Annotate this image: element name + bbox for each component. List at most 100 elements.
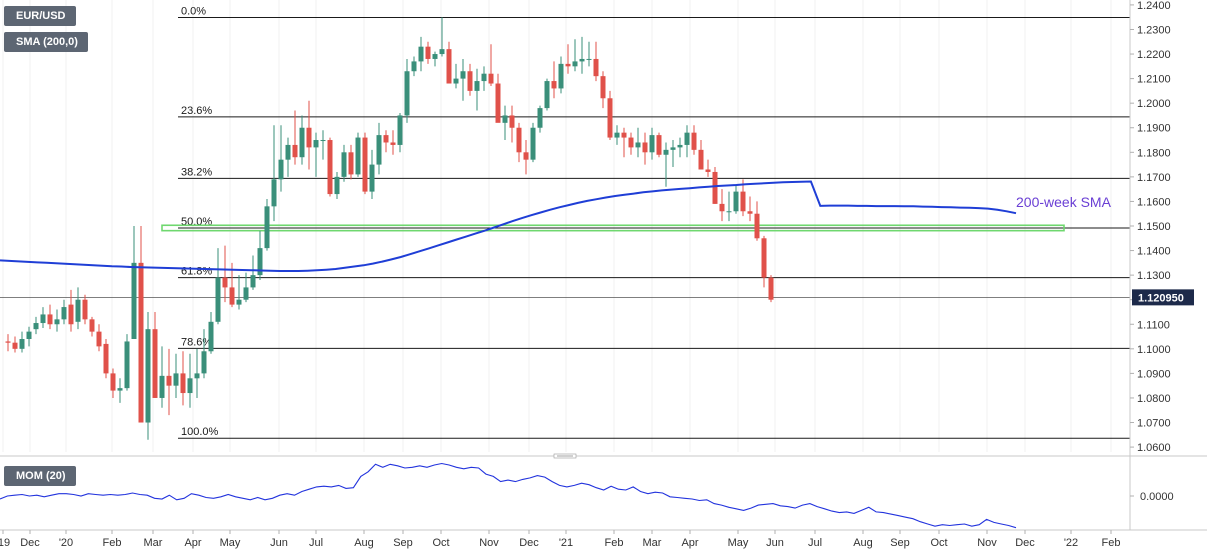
candle [257, 230, 263, 281]
candle-body [474, 81, 480, 91]
fibonacci-label: 50.0% [181, 216, 212, 228]
candle [411, 56, 417, 77]
candle-body [579, 58, 585, 62]
candle [306, 100, 312, 170]
candle-body [418, 46, 424, 62]
candle-body [229, 287, 235, 305]
x-tick-label: Jun [766, 537, 784, 549]
current-price-tag-bg [1132, 289, 1194, 306]
candle-body [236, 299, 242, 305]
candle [362, 132, 368, 195]
x-tick-label: Jun [270, 537, 288, 549]
candle [677, 137, 683, 158]
candle [383, 130, 389, 153]
candle [719, 189, 725, 222]
candle-body [551, 81, 557, 89]
candle [726, 191, 732, 222]
candle-body [313, 140, 319, 148]
candle [26, 326, 32, 347]
y-tick-label: 1.1700 [1137, 172, 1171, 184]
candle [432, 51, 438, 67]
candle [159, 346, 165, 408]
candle-layer [5, 17, 774, 440]
x-tick-label: Sep [393, 537, 413, 549]
candle-body [530, 127, 536, 160]
candle-body [5, 341, 11, 343]
candle-body [537, 108, 543, 128]
candle-body [684, 132, 690, 145]
y-tick-label: 1.0800 [1137, 393, 1171, 405]
candle [215, 248, 221, 325]
symbol-label[interactable]: EUR/USD [4, 6, 76, 26]
candle [278, 125, 284, 192]
candle-body [341, 152, 347, 177]
candle [607, 90, 613, 141]
candle-body [61, 307, 67, 320]
candle [12, 336, 18, 353]
sma-200-line [0, 180, 1017, 272]
candle [740, 179, 746, 217]
candle [145, 311, 151, 440]
y-tick-label: 1.1400 [1137, 246, 1171, 258]
candle-body [614, 132, 620, 138]
candle [551, 61, 557, 99]
x-tick-label: Jul [309, 537, 323, 549]
candle-body [292, 144, 298, 158]
candle [460, 58, 466, 101]
candle [502, 105, 508, 141]
momentum-label[interactable]: MOM (20) [4, 466, 76, 486]
y-tick-label: 1.0900 [1137, 368, 1171, 380]
candle [5, 334, 11, 352]
candle-body [103, 343, 109, 374]
candle-body [446, 49, 452, 84]
x-tick-label: Nov [479, 537, 499, 549]
candle [131, 226, 137, 339]
candle-body [369, 164, 375, 192]
candle [152, 311, 158, 398]
candle-body [635, 142, 641, 148]
candle-body [355, 137, 361, 175]
candle-body [215, 277, 221, 322]
candle [418, 36, 424, 72]
x-tick-label: '21 [559, 537, 573, 549]
candle-body [334, 176, 340, 195]
candle-body [509, 115, 515, 128]
y-tick-label: 1.1000 [1137, 344, 1171, 356]
candle-body [117, 388, 123, 391]
y-tick-label: 1.2300 [1137, 24, 1171, 36]
candle [425, 41, 431, 64]
candle [124, 334, 130, 391]
candle-body [516, 127, 522, 153]
candle-body [404, 71, 410, 116]
candle [600, 71, 606, 109]
y-tick-label: 1.1800 [1137, 147, 1171, 159]
candle [103, 339, 109, 379]
candle-body [593, 58, 599, 77]
candle [138, 226, 144, 423]
candle [110, 368, 116, 398]
candle [96, 324, 102, 352]
candle-body [159, 375, 165, 398]
candle [264, 198, 270, 251]
candle [320, 130, 326, 160]
candle-body [719, 203, 725, 212]
y-tick-label: 1.2200 [1137, 49, 1171, 61]
fibonacci-label: 78.6% [181, 336, 212, 348]
candle [376, 122, 382, 175]
candle-body [299, 127, 305, 158]
candle-body [411, 61, 417, 72]
candle-body [243, 287, 249, 300]
candle [544, 78, 550, 111]
candle [733, 184, 739, 214]
candle [299, 115, 305, 165]
x-tick-label: May [220, 537, 241, 549]
candle [453, 63, 459, 89]
candle [768, 275, 774, 303]
candle [397, 113, 403, 153]
indicator-label[interactable]: SMA (200,0) [4, 32, 88, 52]
candle [236, 275, 242, 310]
candle-body [40, 314, 46, 324]
candle-body [222, 277, 228, 288]
candle [684, 125, 690, 158]
